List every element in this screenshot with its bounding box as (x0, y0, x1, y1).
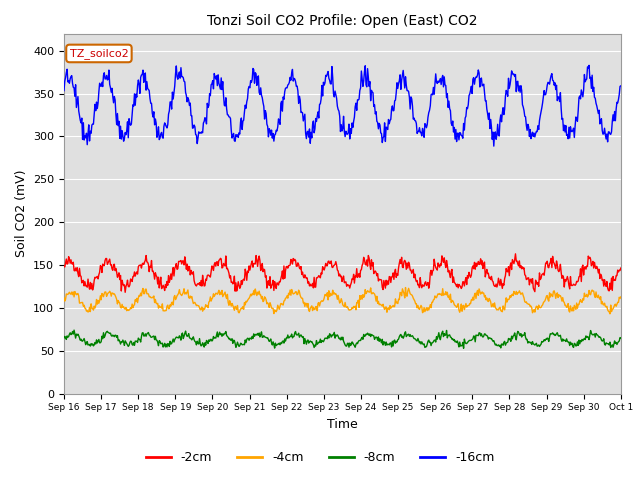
X-axis label: Time: Time (327, 418, 358, 431)
Title: Tonzi Soil CO2 Profile: Open (East) CO2: Tonzi Soil CO2 Profile: Open (East) CO2 (207, 14, 477, 28)
Text: TZ_soilco2: TZ_soilco2 (70, 48, 128, 59)
Legend: -2cm, -4cm, -8cm, -16cm: -2cm, -4cm, -8cm, -16cm (141, 446, 499, 469)
Y-axis label: Soil CO2 (mV): Soil CO2 (mV) (15, 170, 28, 257)
